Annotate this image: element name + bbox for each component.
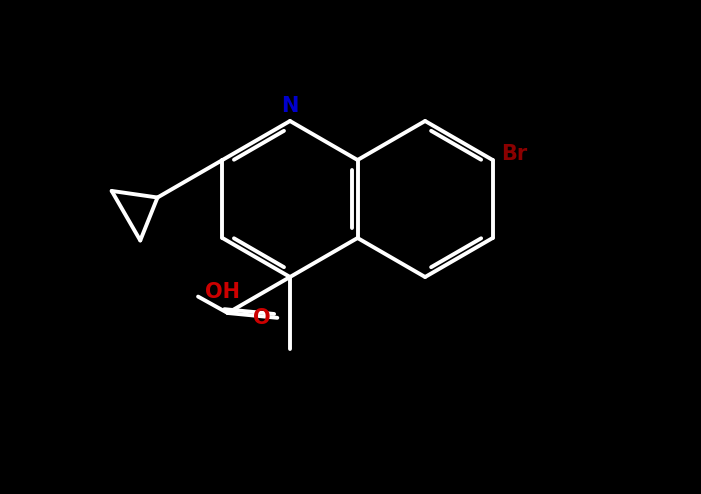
- Text: N: N: [281, 96, 299, 116]
- Text: OH: OH: [205, 282, 240, 301]
- Text: Br: Br: [501, 144, 527, 164]
- Text: O: O: [252, 308, 271, 328]
